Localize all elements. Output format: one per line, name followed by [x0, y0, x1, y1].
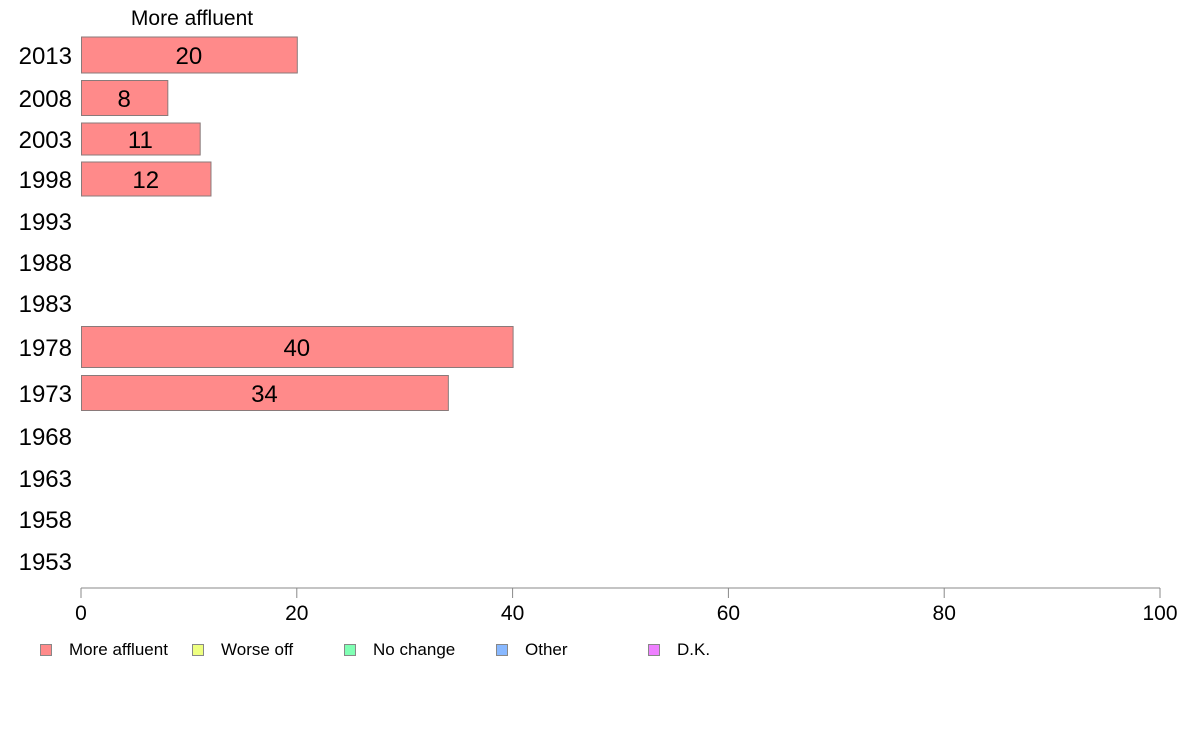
- bar: [81, 36, 298, 74]
- x-tick-label: 80: [933, 602, 956, 625]
- data-label: 20: [176, 43, 203, 70]
- data-label: 34: [251, 381, 278, 408]
- year-label: 1973: [19, 381, 72, 408]
- year-labels: 2013 2008 2003 1998 1993 1988 1983 1978 1973 1968…: [19, 43, 72, 576]
- year-label: 1983: [19, 291, 72, 318]
- legend: More affluent Worse off No change Other D.K.: [0, 640, 1188, 664]
- legend-label: Other: [525, 640, 568, 659]
- data-label: 8: [117, 86, 130, 113]
- legend-item: No change: [344, 640, 455, 660]
- year-label: 1958: [19, 507, 72, 534]
- x-tick-label: 100: [1142, 602, 1177, 625]
- x-tick-label: 20: [285, 602, 308, 625]
- year-label: 1953: [19, 549, 72, 576]
- x-tick-label: 60: [717, 602, 740, 625]
- year-label: 1963: [19, 466, 72, 493]
- legend-swatch: [192, 644, 204, 656]
- year-label: 2008: [19, 86, 72, 113]
- legend-swatch: [40, 644, 52, 656]
- legend-swatch: [648, 644, 660, 656]
- legend-label: Worse off: [221, 640, 294, 659]
- x-axis-ticks: 0 20 40 60 80 100: [75, 588, 1178, 625]
- legend-item: More affluent: [40, 640, 168, 660]
- year-label: 2013: [19, 43, 72, 70]
- bar: [81, 326, 514, 368]
- bar: [81, 80, 169, 116]
- bars: [81, 36, 514, 411]
- year-label: 1993: [19, 209, 72, 236]
- data-label: 12: [132, 167, 159, 194]
- data-label: 11: [128, 127, 153, 154]
- year-label: 2003: [19, 127, 72, 154]
- legend-label: D.K.: [677, 640, 711, 659]
- bar: [81, 161, 212, 197]
- x-tick-label: 40: [501, 602, 524, 625]
- data-label: 40: [283, 335, 310, 362]
- year-label: 1998: [19, 167, 72, 194]
- year-label: 1978: [19, 335, 72, 362]
- legend-label: No change: [373, 640, 456, 659]
- legend-swatch: [496, 644, 508, 656]
- year-label: 1968: [19, 424, 72, 451]
- bar-chart: More affluent 20132008200319981993198819…: [19, 7, 1178, 625]
- legend-label: More affluent: [69, 640, 168, 659]
- bar: [81, 375, 449, 411]
- series-title: More affluent: [131, 7, 253, 30]
- year-label: 1988: [19, 250, 72, 277]
- legend-item: Other: [496, 640, 568, 660]
- legend-swatch: [344, 644, 356, 656]
- legend-item: D.K.: [648, 640, 710, 660]
- legend-item: Worse off: [192, 640, 293, 660]
- bar: [81, 122, 201, 156]
- x-tick-label: 0: [75, 602, 87, 625]
